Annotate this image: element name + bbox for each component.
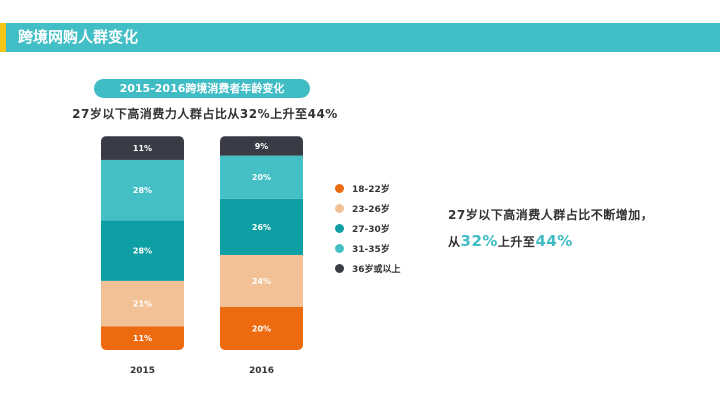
legend-label: 36岁或以上 [352, 264, 401, 275]
legend-swatch [335, 203, 344, 213]
summary-line-1: 27岁以下高消费人群占比不断增加， [448, 208, 654, 222]
legend-item: 23-26岁 [335, 198, 401, 218]
chart-legend: 18-22岁 23-26岁 27-30岁 31-35岁 36岁或以上 [335, 178, 401, 278]
summary-note: 27岁以下高消费人群占比不断增加， 从32%上升至44% [448, 202, 653, 255]
bar-segment [220, 136, 303, 156]
data-label: 11% [133, 334, 152, 343]
legend-label: 27-30岁 [352, 224, 390, 235]
bar-segment [101, 280, 184, 327]
data-label: 28% [133, 186, 152, 195]
bar-segment [101, 136, 184, 160]
legend-item: 36岁或以上 [335, 258, 401, 278]
summary-line-2: 从32%上升至44% [448, 228, 653, 255]
chart-subtitle: 27岁以下高消费力人群占比从32%上升至44% [72, 107, 338, 121]
bar-segment [220, 198, 303, 255]
summary-middle: 上升至 [497, 235, 536, 249]
summary-from-value: 32% [460, 232, 498, 250]
legend-label: 18-22岁 [352, 184, 390, 195]
bar-segment [101, 159, 184, 221]
legend-swatch [335, 223, 344, 233]
summary-prefix: 从 [448, 235, 461, 249]
data-label: 9% [255, 142, 269, 151]
bar-segment [220, 254, 303, 307]
legend-swatch [335, 263, 344, 273]
bar-segment [101, 326, 184, 350]
data-label: 24% [252, 277, 271, 286]
chart-title-pill: 2015-2016跨境消费者年龄变化 [94, 79, 310, 98]
x-tick-label: 2016 [249, 366, 274, 376]
legend-label: 23-26岁 [352, 204, 390, 215]
legend-item: 31-35岁 [335, 238, 401, 258]
header-accent [0, 23, 6, 52]
legend-label: 31-35岁 [352, 244, 390, 255]
legend-item: 18-22岁 [335, 178, 401, 198]
bar-stack-2016 [220, 136, 303, 350]
data-label: 28% [133, 247, 152, 256]
data-label: 26% [252, 223, 271, 232]
data-label: 20% [252, 173, 271, 182]
summary-to-value: 44% [535, 232, 573, 250]
bar-segment [220, 155, 303, 199]
legend-swatch [335, 243, 344, 253]
data-label: 21% [133, 300, 152, 309]
data-label: 20% [252, 324, 271, 333]
data-label: 11% [133, 144, 152, 153]
header-bar: 跨境网购人群变化 [0, 23, 720, 52]
page-title: 跨境网购人群变化 [18, 28, 139, 46]
bar-stack-2015 [101, 136, 184, 350]
bar-segment [220, 306, 303, 350]
x-tick-label: 2015 [130, 366, 155, 376]
legend-item: 27-30岁 [335, 218, 401, 238]
legend-swatch [335, 183, 344, 193]
bar-segment [101, 220, 184, 281]
